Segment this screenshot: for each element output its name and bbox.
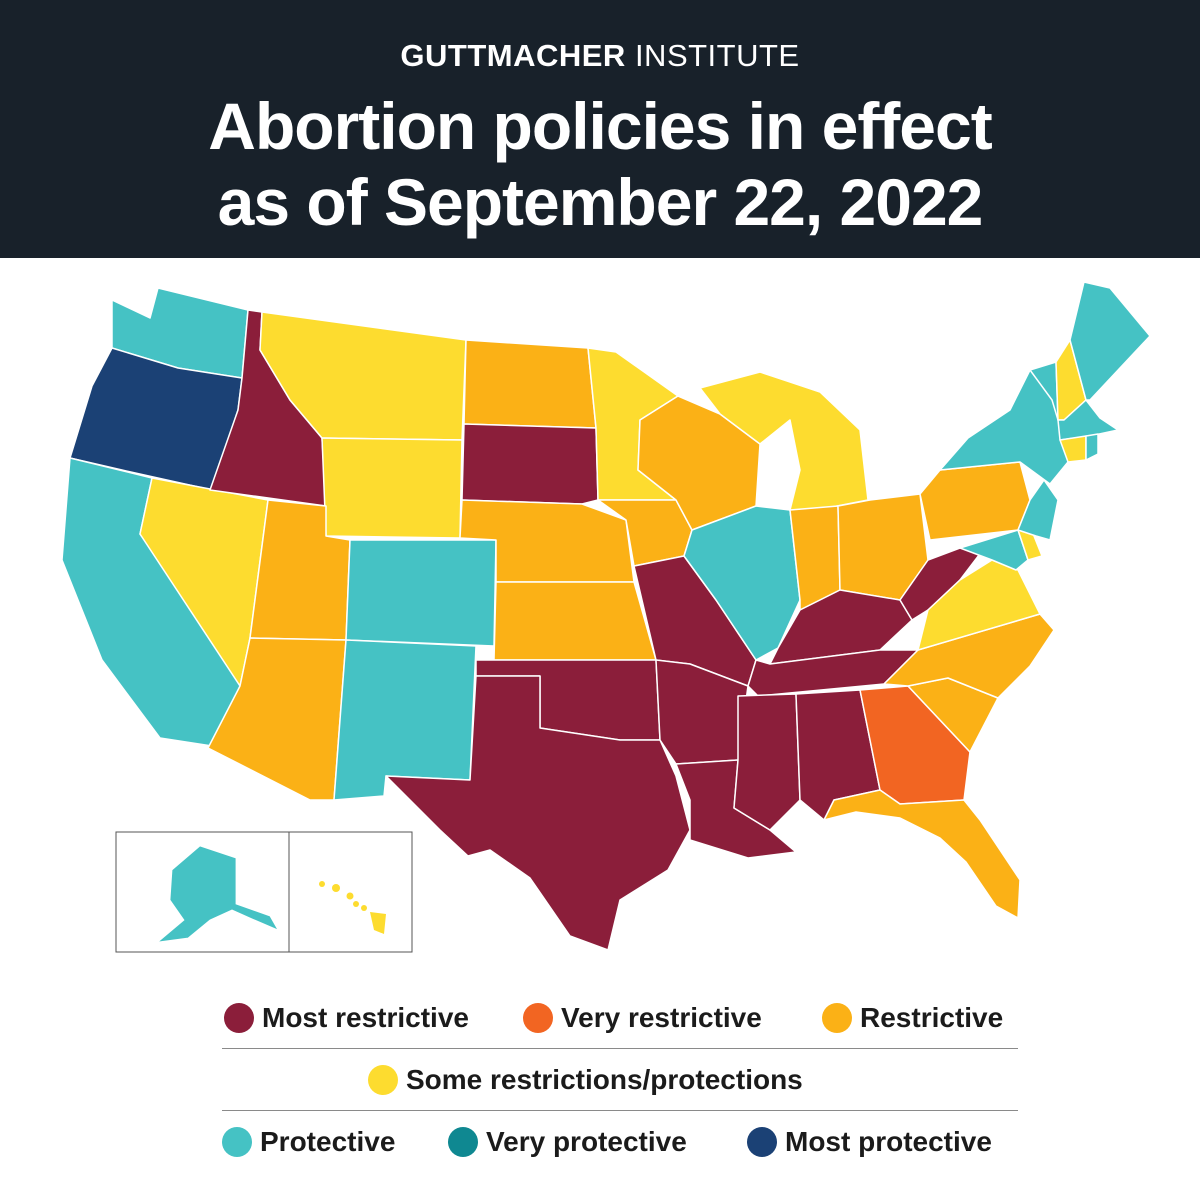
legend-most-restrictive: Most restrictive: [224, 1002, 469, 1034]
state-newmexico: [333, 639, 477, 801]
us-map: [61, 281, 1151, 953]
inset-box: [115, 831, 413, 953]
state-southdakota: [461, 423, 599, 505]
legend-protective: Protective: [222, 1126, 395, 1158]
legend-most-protective: Most protective: [747, 1126, 992, 1158]
brand-bold: GUTTMACHER: [400, 38, 626, 73]
state-texas: [385, 675, 691, 951]
state-pennsylvania: [919, 461, 1031, 541]
state-mississippi: [733, 693, 801, 831]
legend-restrictive: Restrictive: [822, 1002, 1003, 1034]
state-alaska: [156, 845, 279, 943]
page-title-line1: Abortion policies in effect: [208, 89, 992, 163]
legend-dot-most-protective: [747, 1127, 777, 1157]
state-northdakota: [463, 339, 597, 429]
state-wyoming: [321, 437, 463, 539]
legend-label-some: Some restrictions/protections: [406, 1064, 803, 1095]
state-kansas: [493, 581, 657, 661]
legend-some: Some restrictions/protections: [368, 1064, 803, 1096]
legend-dot-most-restrictive: [224, 1003, 254, 1033]
header-banner: GUTTMACHER INSTITUTE Abortion policies i…: [0, 0, 1200, 258]
legend-dot-very-restrictive: [523, 1003, 553, 1033]
state-rhodeisland: [1085, 433, 1099, 461]
legend-very-protective: Very protective: [448, 1126, 687, 1158]
legend-dot-very-protective: [448, 1127, 478, 1157]
legend-label-very-protective: Very protective: [486, 1126, 687, 1157]
legend-label-restrictive: Restrictive: [860, 1002, 1004, 1033]
state-maine: [1069, 281, 1151, 401]
legend-dot-protective: [222, 1127, 252, 1157]
state-colorado: [345, 539, 497, 647]
state-maryland: [959, 529, 1029, 571]
legend-label-protective: Protective: [260, 1126, 396, 1157]
legend-label-most-restrictive: Most restrictive: [262, 1002, 469, 1033]
brand-wordmark: GUTTMACHER INSTITUTE: [0, 38, 1200, 74]
legend-label-most-protective: Most protective: [785, 1126, 992, 1157]
state-hawaii: [319, 881, 386, 934]
page-title-line2: as of September 22, 2022: [217, 165, 984, 239]
state-westvirginia: [899, 537, 993, 621]
legend-label-very-restrictive: Very restrictive: [561, 1002, 762, 1033]
brand-light: INSTITUTE: [634, 38, 800, 73]
legend-dot-some: [368, 1065, 398, 1095]
legend-divider-2: [222, 1110, 1018, 1111]
state-florida: [823, 789, 1021, 919]
legend-divider-1: [222, 1048, 1018, 1049]
legend-very-restrictive: Very restrictive: [523, 1002, 762, 1034]
legend-dot-restrictive: [822, 1003, 852, 1033]
